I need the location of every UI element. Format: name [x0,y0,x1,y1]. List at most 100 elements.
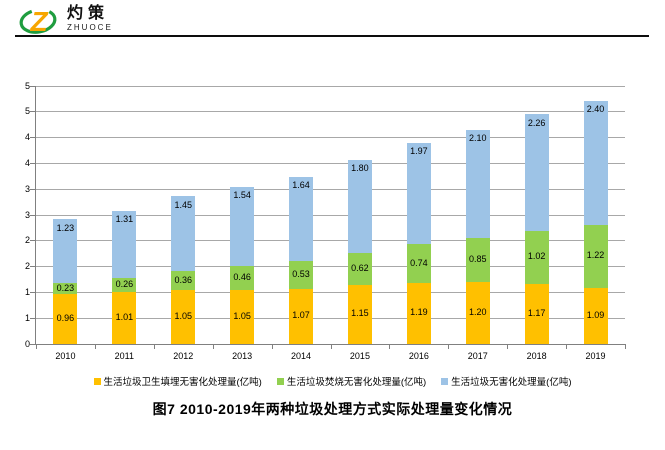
bar-segment-total [347,159,372,253]
brand-logo: Z 灼策 ZHUOCE [18,2,113,36]
y-axis-tick [30,111,35,113]
x-axis-tick [625,344,626,349]
x-axis-tick [330,344,332,349]
bar-segment-incineration [406,244,431,283]
stacked-bar-chart: 0 1 1 2 2 3 3 4 4 5 5 2010 2011 2012 2013 2014 2015 2016 2… [25,81,626,361]
figure-title: 图7 2010-2019年两种垃圾处理方式实际处理量变化情况 [152,401,513,417]
data-label-incineration: 0.23 [56,282,75,293]
x-axis-label: 2019 [585,351,606,361]
bar-segment-total [230,186,255,267]
gridline [36,85,625,87]
y-axis-tick [30,188,35,190]
bar-segment-incineration [524,230,549,284]
data-label-total: 2.26 [527,117,546,128]
x-axis-label: 2016 [408,351,429,361]
x-axis-label: 2017 [467,351,488,361]
legend-item-landfill: 生活垃圾卫生填埋无害化处理量(亿吨) [93,374,262,388]
y-axis-label: 3 [24,209,30,220]
header-divider [15,35,649,37]
y-axis-label: 4 [24,157,30,168]
y-axis-tick [30,162,35,164]
data-label-incineration: 0.74 [410,257,428,268]
x-axis-tick [448,344,450,349]
bar-segment-landfill [112,291,137,344]
legend-label-landfill: 生活垃圾卫生填埋无害化处理量(亿吨) [103,377,262,388]
data-label-incineration: 0.53 [292,269,310,280]
y-axis-label: 1 [24,312,30,323]
legend-label-total: 生活垃圾无害化处理量(亿吨) [451,377,572,388]
x-axis-tick [36,344,37,349]
gridline [36,137,625,139]
gridline [36,214,625,216]
bar-segment-landfill [230,289,255,344]
data-label-landfill: 1.09 [586,309,605,320]
x-axis-label: 2015 [349,351,370,361]
gridline [36,291,625,293]
data-label-landfill: 1.05 [174,310,193,321]
data-label-landfill: 1.20 [468,307,487,318]
data-label-incineration: 0.62 [351,262,369,273]
x-axis-tick [212,344,214,349]
y-axis-label: 3 [24,183,30,194]
x-axis-label: 2013 [232,351,253,361]
x-axis-tick [153,344,155,349]
y-axis-tick [30,317,35,319]
bar-segment-incineration [583,224,608,288]
y-axis-tick [30,137,35,139]
bar-segment-landfill [347,284,372,344]
x-axis-tick [507,344,509,349]
legend-item-total: 生活垃圾无害化处理量(亿吨) [441,374,571,388]
data-label-landfill: 1.19 [410,307,428,318]
gridline [36,162,625,164]
data-label-landfill: 1.07 [292,310,310,321]
bar-segment-total [289,176,314,262]
bar-segment-incineration [171,271,196,290]
y-axis-label: 5 [24,106,30,117]
bar-segment-total [112,210,137,279]
brand-name-en: ZHUOCE [67,23,113,32]
bar-segment-incineration [53,282,78,295]
bar-segment-incineration [112,278,137,292]
bar-segment-total [171,196,196,272]
data-label-total: 1.31 [115,214,134,225]
data-label-total: 1.45 [174,199,193,210]
x-axis-tick [566,344,568,349]
bar-segment-incineration [289,261,314,289]
gridline [36,111,625,113]
y-axis-tick [30,343,35,345]
data-label-landfill: 1.05 [233,310,251,321]
bar-segment-incineration [347,252,372,285]
legend-item-incineration: 生活垃圾焚烧无害化处理量(亿吨) [276,374,427,388]
legend-swatch-landfill [93,377,101,385]
data-label-incineration: 0.26 [115,279,134,290]
gridline [36,266,625,268]
data-label-total: 1.97 [410,146,428,157]
bar-segment-total [583,100,608,225]
data-label-incineration: 1.02 [527,251,546,262]
x-axis-label: 2018 [526,351,547,361]
data-label-landfill: 0.96 [56,313,75,324]
gridline [36,188,625,190]
y-axis-tick [30,85,35,87]
bar-segment-landfill [465,282,490,344]
data-label-incineration: 0.46 [233,271,251,282]
data-label-landfill: 1.01 [115,311,134,322]
chart-legend: 生活垃圾卫生填埋无害化处理量(亿吨) 生活垃圾焚烧无害化处理量(亿吨) 生活垃圾无害… [0,374,665,388]
legend-label-incineration: 生活垃圾焚烧无害化处理量(亿吨) [286,377,427,388]
x-axis-label: 2012 [173,351,194,361]
data-label-landfill: 1.15 [351,308,369,319]
y-axis-tick [30,291,35,293]
y-axis-tick [30,240,35,242]
y-axis-label: 5 [24,80,30,91]
bar-segment-incineration [465,238,490,283]
y-axis-label: 1 [24,286,30,297]
x-axis-label: 2014 [291,351,312,361]
data-label-incineration: 1.22 [586,250,605,261]
x-axis-label: 2011 [114,351,135,361]
y-axis-label: 2 [24,235,30,246]
y-axis-label: 0 [24,338,30,349]
y-axis-tick [30,214,35,216]
bar-segment-total [406,142,431,245]
y-axis-label: 2 [24,261,30,272]
